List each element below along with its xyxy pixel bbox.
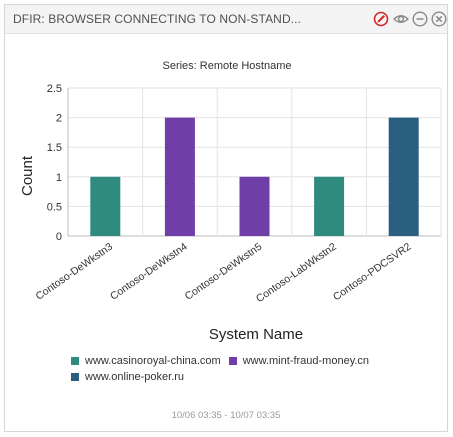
bar-contoso-labwkstn2: [314, 176, 345, 236]
time-range: 10/06 03:35 - 10/07 03:35: [171, 410, 281, 421]
y-tick-label: 1.5: [47, 142, 62, 154]
x-tick-label: Contoso-LabWkstn2: [254, 241, 339, 305]
bar-contoso-dewkstn5: [239, 176, 270, 236]
y-axis-label: Count: [19, 155, 36, 196]
y-tick-label: 1: [56, 172, 62, 184]
y-tick-label: 0: [56, 231, 62, 243]
legend-item[interactable]: www.online-poker.ru: [71, 371, 184, 383]
bar-chart: Series: Remote Hostname Count System Nam…: [19, 60, 442, 343]
chart-legend: www.casinoroyal-china.com www.mint-fraud-…: [71, 355, 421, 387]
legend-item[interactable]: www.mint-fraud-money.cn: [228, 355, 370, 367]
legend-swatch: [71, 357, 79, 365]
y-tick-label: 2: [56, 113, 62, 125]
legend-label: www.casinoroyal-china.com: [85, 355, 221, 367]
y-tick-label: 2.5: [47, 83, 62, 95]
y-tick-label: 0.5: [47, 201, 62, 213]
bar-contoso-dewkstn4: [164, 117, 195, 236]
bar-contoso-pdcsvr2: [388, 117, 419, 236]
x-tick-label: Contoso-DeWkstn3: [34, 241, 116, 303]
x-tick-label: Contoso-DeWkstn4: [108, 241, 190, 303]
legend-item[interactable]: www.casinoroyal-china.com: [71, 355, 221, 367]
eye-icon[interactable]: [393, 11, 409, 27]
x-axis-label: System Name: [209, 326, 303, 343]
legend-swatch: [228, 357, 237, 365]
x-tick-label: Contoso-DeWkstn5: [183, 241, 265, 303]
close-circle-icon[interactable]: [431, 11, 447, 27]
minimize-circle-icon[interactable]: [412, 11, 428, 27]
dashboard-widget: DFIR: BROWSER CONNECTING TO NON-STAND...…: [4, 4, 448, 432]
bar-contoso-dewkstn3: [90, 176, 121, 236]
legend-label: www.mint-fraud-money.cn: [242, 355, 370, 367]
widget-titlebar: DFIR: BROWSER CONNECTING TO NON-STAND...: [5, 5, 447, 34]
edit-pencil-icon[interactable]: [373, 11, 389, 27]
widget-title: DFIR: BROWSER CONNECTING TO NON-STAND...: [13, 12, 302, 26]
chart-subtitle: Series: Remote Hostname: [163, 60, 292, 72]
legend-label: www.online-poker.ru: [85, 371, 185, 383]
legend-swatch: [71, 373, 79, 381]
x-tick-label: Contoso-PDCSVR2: [331, 241, 414, 304]
